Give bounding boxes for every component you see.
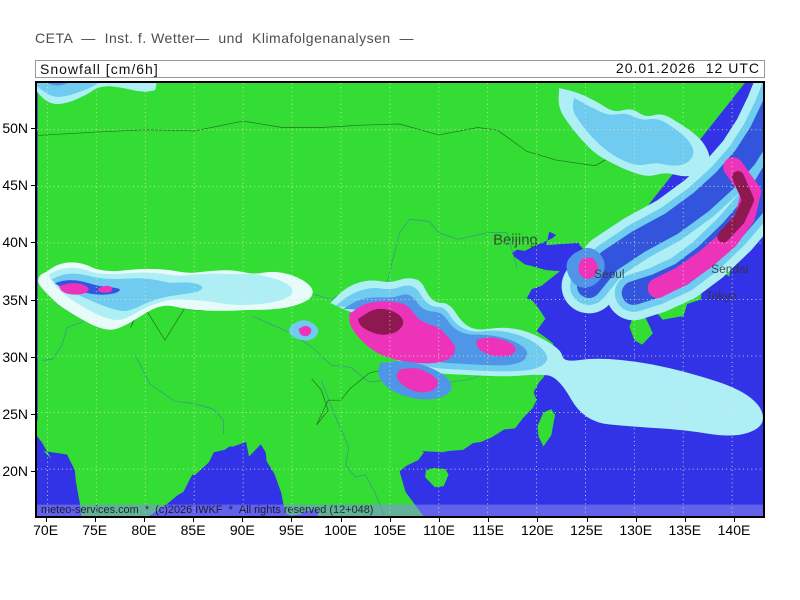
svg-text:Beijing: Beijing	[493, 233, 538, 249]
svg-text:Sendai: Sendai	[711, 262, 748, 276]
svg-text:Seoul: Seoul	[594, 267, 625, 281]
svg-text:meteo-services.com * (c)2026: meteo-services.com * (c)2026 IWKF * All …	[41, 504, 373, 516]
